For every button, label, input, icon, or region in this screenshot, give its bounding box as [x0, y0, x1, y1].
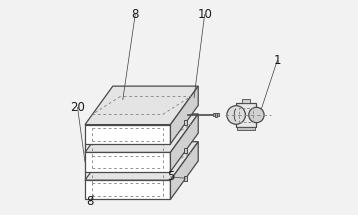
Bar: [217, 114, 219, 117]
Polygon shape: [184, 148, 187, 153]
Bar: [236, 103, 256, 127]
Text: 5: 5: [167, 170, 174, 183]
Polygon shape: [85, 180, 170, 199]
Text: 1: 1: [274, 54, 281, 67]
Polygon shape: [85, 124, 170, 144]
Bar: [213, 114, 215, 117]
Text: 8: 8: [87, 195, 94, 207]
Polygon shape: [184, 176, 187, 181]
Circle shape: [249, 107, 264, 123]
Polygon shape: [184, 120, 187, 125]
Polygon shape: [170, 142, 198, 199]
Text: 10: 10: [197, 8, 212, 21]
Circle shape: [227, 106, 246, 124]
Bar: [242, 100, 250, 103]
Bar: [215, 113, 217, 117]
Polygon shape: [170, 114, 198, 172]
Bar: [237, 127, 255, 130]
Polygon shape: [85, 86, 198, 124]
Polygon shape: [85, 142, 198, 180]
Polygon shape: [85, 152, 170, 172]
Text: 20: 20: [70, 101, 85, 114]
Polygon shape: [85, 114, 198, 152]
Text: 8: 8: [131, 8, 139, 21]
Polygon shape: [170, 86, 198, 144]
